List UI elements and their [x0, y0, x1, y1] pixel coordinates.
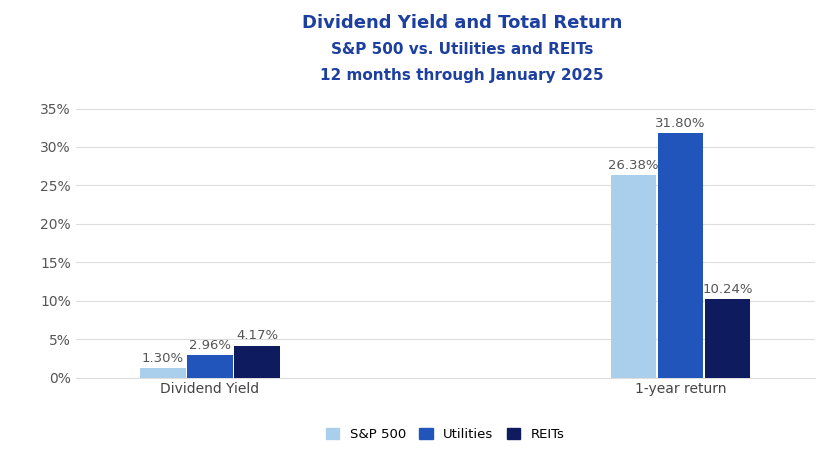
Bar	[234, 346, 280, 378]
Bar	[187, 355, 233, 378]
Text: S&P 500 vs. Utilities and REITs: S&P 500 vs. Utilities and REITs	[331, 42, 593, 58]
Text: 26.38%: 26.38%	[608, 159, 659, 172]
Text: Dividend Yield and Total Return: Dividend Yield and Total Return	[302, 14, 622, 32]
Legend: S&P 500, Utilities, REITs: S&P 500, Utilities, REITs	[321, 423, 570, 447]
Bar	[140, 368, 186, 378]
Bar	[611, 175, 656, 378]
Bar	[705, 299, 750, 378]
Text: 4.17%: 4.17%	[236, 329, 278, 343]
Text: 2.96%: 2.96%	[189, 339, 231, 352]
Bar	[658, 133, 703, 378]
Text: 1.30%: 1.30%	[142, 352, 184, 364]
Text: 10.24%: 10.24%	[702, 283, 753, 296]
Text: 12 months through January 2025: 12 months through January 2025	[320, 68, 604, 84]
Text: 31.80%: 31.80%	[655, 117, 706, 130]
